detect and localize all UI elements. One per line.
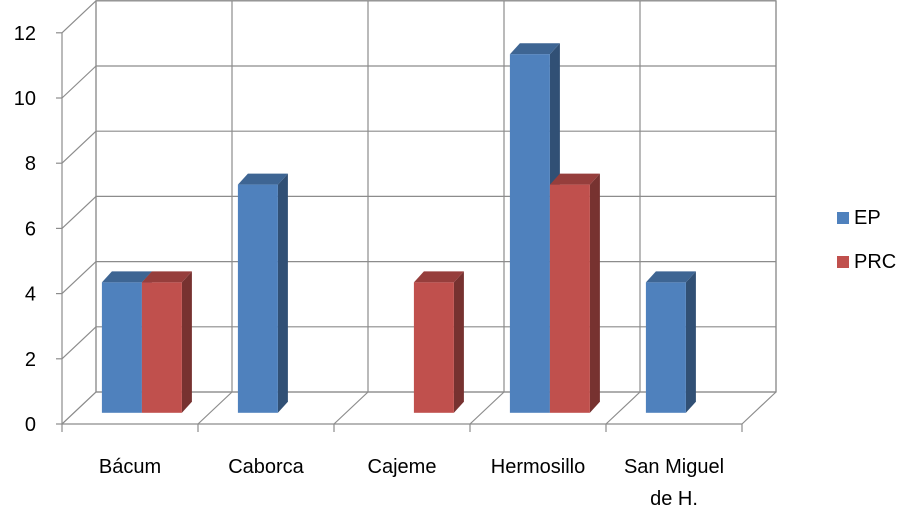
gridline-floor	[333, 391, 369, 425]
gridline-floor	[605, 391, 641, 425]
bar-front-face	[413, 282, 454, 413]
bar-top-face	[509, 43, 560, 55]
bar-top-face	[101, 271, 152, 283]
y-tick-label: 2	[25, 349, 36, 371]
gridline-floor	[469, 391, 505, 425]
legend-swatch-prc	[837, 256, 849, 268]
y-tick-label: 12	[14, 23, 36, 45]
x-category-label: Hermosillo	[491, 456, 585, 478]
gridline-side	[61, 130, 97, 164]
bars	[101, 43, 696, 413]
bar-side-face	[277, 173, 288, 413]
gridline-side	[61, 326, 97, 360]
bar-front-face	[549, 184, 590, 413]
gridline-floor	[741, 391, 777, 425]
bar-prc-3	[549, 173, 600, 413]
bar-prc-0	[141, 271, 192, 413]
y-tick-label: 10	[14, 88, 36, 110]
bar-top-face	[141, 271, 192, 283]
gridline-side	[61, 195, 97, 229]
gridline-floor	[197, 391, 233, 425]
gridlines	[61, 0, 777, 425]
bar-top-face	[237, 173, 288, 185]
bar-top-face	[645, 271, 696, 283]
x-category-label: Bácum	[99, 456, 161, 478]
bar-side-face	[589, 173, 600, 413]
bar-front-face	[645, 282, 686, 413]
x-axis-category-labels: Bácum Caborca Cajeme Hermosillo San Miguel de…	[99, 456, 724, 510]
bar-top-face	[413, 271, 464, 283]
x-category-label: Caborca	[228, 456, 304, 478]
gridline-side	[61, 261, 97, 295]
gridline-side	[61, 0, 97, 34]
legend-label-ep: EP	[854, 207, 881, 229]
bar-front-face	[237, 184, 278, 413]
y-tick-label: 4	[25, 284, 36, 306]
gridline-floor	[61, 391, 97, 425]
bar-front-face	[101, 282, 142, 413]
legend-swatch-ep	[837, 212, 849, 224]
gridline-side	[61, 65, 97, 99]
y-axis-tick-labels: 0 2 4 6 8 10 12	[14, 23, 36, 436]
bar-side-face	[685, 271, 696, 413]
y-tick-label: 8	[25, 153, 36, 175]
bar-prc-2	[413, 271, 464, 413]
bar-side-face	[181, 271, 192, 413]
y-tick-label: 6	[25, 218, 36, 240]
bar-side-face	[453, 271, 464, 413]
axes	[56, 32, 743, 432]
bar-front-face	[509, 54, 550, 413]
bar-ep-1	[237, 173, 288, 413]
legend-label-prc: PRC	[854, 251, 896, 273]
x-category-label: Cajeme	[368, 456, 437, 478]
bar-ep-4	[645, 271, 696, 413]
legend: EP PRC	[837, 207, 896, 273]
bar-top-face	[549, 173, 600, 185]
y-tick-label: 0	[25, 414, 36, 436]
x-category-label: San Miguel	[624, 456, 724, 478]
x-category-label: de H.	[650, 488, 698, 510]
bar-front-face	[141, 282, 182, 413]
